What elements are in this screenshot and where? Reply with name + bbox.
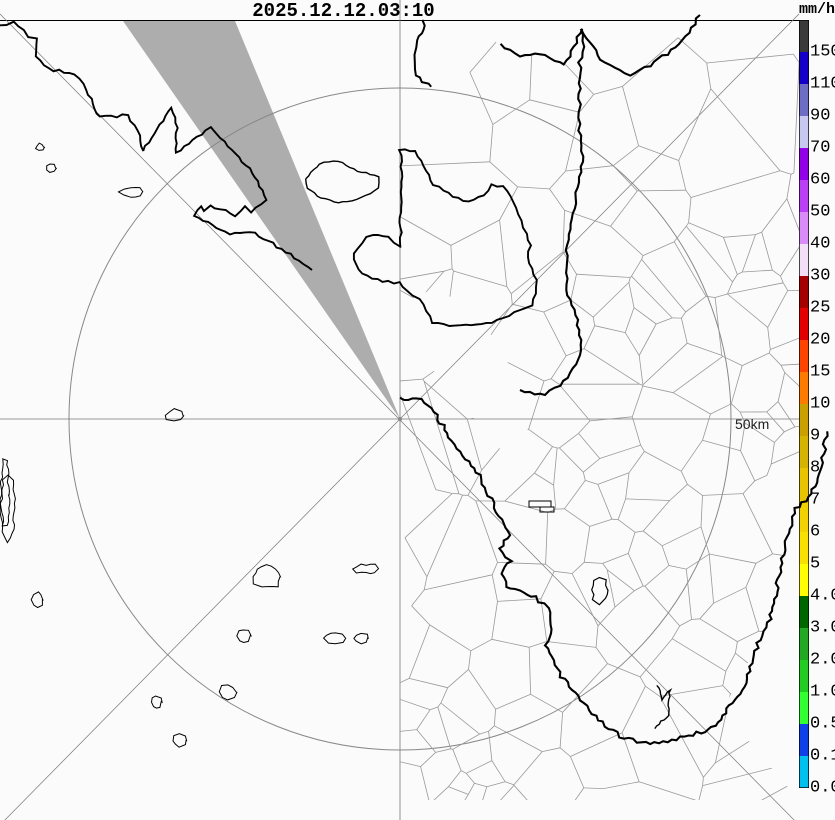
svg-text:50km: 50km bbox=[735, 416, 769, 432]
